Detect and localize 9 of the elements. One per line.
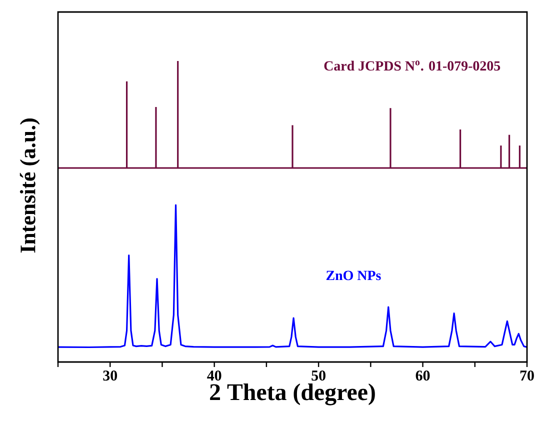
x-tick-label: 40 <box>207 370 222 381</box>
x-axis-title: 2 Theta (degree) <box>210 383 375 406</box>
x-tick-label: 30 <box>103 370 118 381</box>
text: Card JCPDS N$^{o}$. 01-079-0205 <box>324 60 500 71</box>
y-axis-title: Intensité (a.u.) <box>20 118 40 253</box>
x-tick-label: 60 <box>416 370 430 381</box>
text: ZnO NPs <box>326 270 381 280</box>
x-tick-label: 50 <box>312 370 326 381</box>
x-tick-label: 70 <box>520 370 534 381</box>
